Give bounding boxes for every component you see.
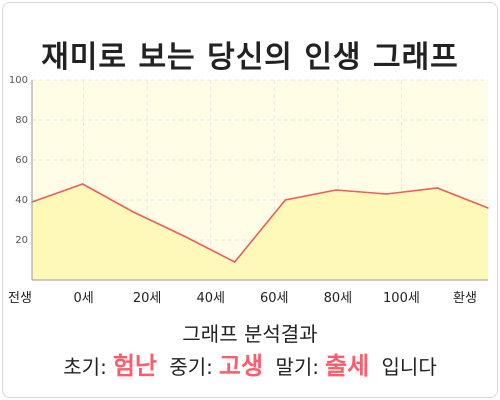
mid-label: 중기:	[169, 355, 213, 379]
data-point	[385, 193, 388, 195]
mid-value: 고생	[218, 352, 264, 380]
x-tick-label: 60세	[260, 291, 289, 306]
x-tick-label: 40세	[196, 291, 225, 306]
x-tick-label: 20세	[133, 291, 162, 306]
result-line: 초기: 험난 중기: 고생 말기: 출세 입니다	[0, 346, 500, 381]
y-tick-label: 40	[15, 195, 28, 206]
y-tick-label: 100	[9, 75, 28, 86]
x-tick-label: 전생	[8, 291, 32, 306]
data-point	[487, 207, 489, 209]
data-point	[284, 199, 287, 201]
result-heading: 그래프 분석결과	[182, 322, 318, 346]
x-tick-label: 0세	[73, 291, 93, 306]
data-point	[335, 189, 337, 191]
y-tick-label: 60	[15, 155, 28, 166]
series-line	[31, 183, 489, 264]
y-tick-label: 20	[15, 235, 28, 246]
chart-title: 재미로 보는 당신의 인생 그래프	[41, 40, 459, 75]
x-tick-label: 100세	[383, 291, 420, 306]
x-tick-label: 환생	[453, 291, 477, 306]
data-point	[436, 187, 439, 189]
early-value: 험난	[112, 352, 157, 380]
x-tick-label: 80세	[324, 291, 353, 306]
y-tick-label: 80	[15, 115, 28, 126]
early-label: 초기:	[63, 355, 107, 379]
data-point	[183, 235, 185, 237]
late-label: 말기:	[275, 355, 319, 379]
suffix-text: 입니다	[381, 355, 437, 379]
data-point	[81, 183, 84, 185]
data-point	[233, 261, 236, 263]
late-value: 출세	[324, 352, 370, 380]
data-point	[132, 211, 135, 213]
